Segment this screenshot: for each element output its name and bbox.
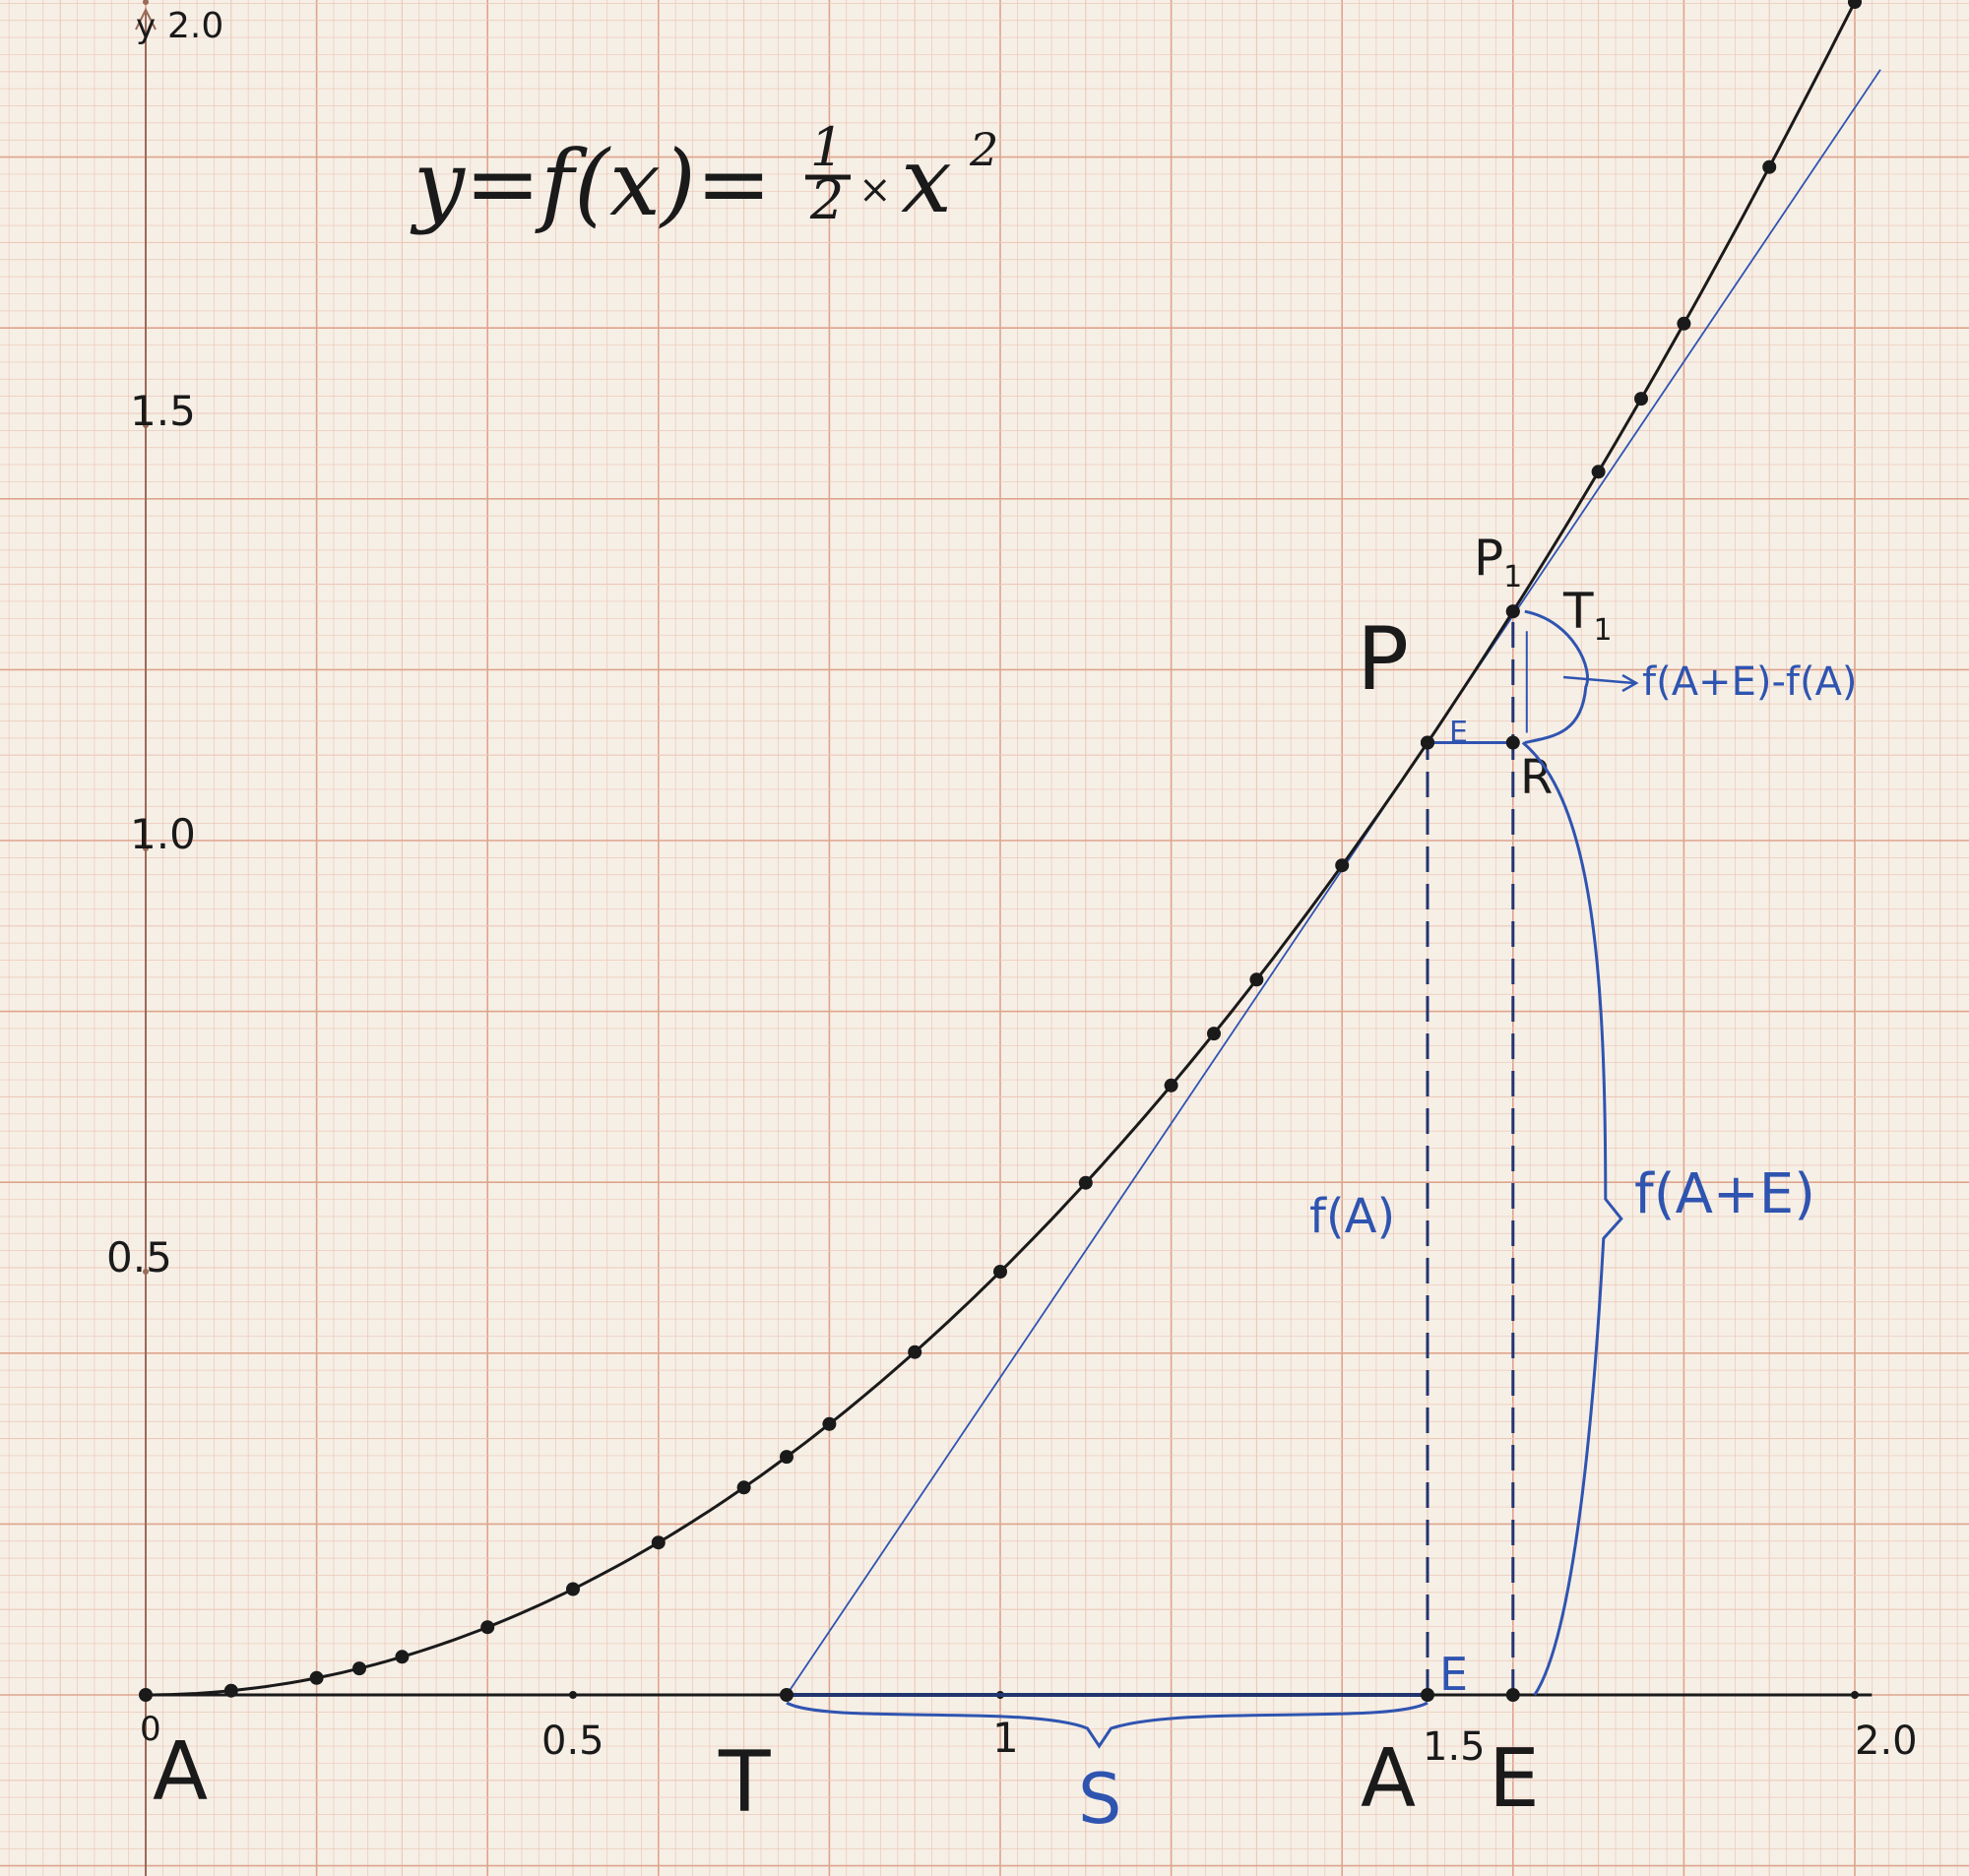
y-tick-mark: [143, 0, 149, 5]
label-fAE: f(A+E): [1634, 1162, 1815, 1226]
x-tick-label-0.5: 0.5: [541, 1719, 604, 1764]
curve-point: [395, 1650, 410, 1664]
x-tick-mark: [1851, 1691, 1859, 1699]
curve-points: [139, 0, 1862, 1702]
label-E-small: E: [1449, 716, 1468, 750]
point-label-T: T: [718, 1733, 771, 1832]
curve-point: [480, 1620, 495, 1635]
curve-point: [908, 1344, 922, 1359]
point-T: [780, 1688, 794, 1702]
y-tick-mark: [143, 1269, 149, 1275]
curve-point: [1677, 316, 1691, 331]
curve-point: [1762, 159, 1777, 174]
y-tick-label-0.5: 0.5: [106, 1233, 172, 1282]
curve-point: [736, 1480, 751, 1495]
point-label-P: P: [1357, 608, 1409, 710]
x-tick-label-1: 1: [992, 1714, 1019, 1762]
point-label-A-prime: A: [1361, 1732, 1416, 1826]
y-axis-label: y: [136, 7, 156, 46]
diff-arrow-line: [1562, 675, 1635, 685]
brace-fAE: [1521, 741, 1623, 1696]
curve-point: [822, 1416, 837, 1431]
equation-fraction-denominator: 2: [809, 169, 844, 231]
point-label-P1: P1: [1474, 530, 1522, 594]
curve-point: [223, 1683, 238, 1698]
curve-point: [993, 1265, 1007, 1279]
y-tick-mark: [143, 845, 149, 851]
curve-point: [1078, 1175, 1093, 1190]
curve-point: [780, 1450, 794, 1465]
x-tick-mark: [569, 1691, 577, 1699]
equation-variable: x: [901, 128, 952, 233]
curve-point: [1848, 0, 1862, 9]
point-P1: [1505, 604, 1520, 619]
point-A-prime: [1421, 1688, 1434, 1702]
equation-lhs: y=f(x)=: [410, 131, 772, 236]
point-R: [1505, 735, 1520, 750]
equation-times: ×: [858, 167, 892, 213]
axes: [135, 0, 1873, 1876]
curve-point: [651, 1535, 666, 1550]
curve-point: [566, 1582, 580, 1596]
point-E: [1505, 1688, 1520, 1702]
y-tick-label-1.0: 1.0: [130, 810, 196, 858]
diff-arrow-head: [1621, 673, 1639, 693]
equation-exponent: 2: [969, 123, 998, 176]
point-A: [139, 1688, 153, 1702]
point-label-E-axis: E: [1489, 1732, 1540, 1826]
tick-labels: 0 0.5 1 1.5 2.0 0.5 1.0 1.5 2.0: [106, 6, 1918, 1770]
y-axis-arrow: [135, 7, 157, 31]
curve-point: [1164, 1078, 1178, 1093]
x-tick-label-2.0: 2.0: [1855, 1719, 1918, 1764]
equation-fraction-numerator: 1: [810, 116, 844, 178]
curve-point: [1207, 1027, 1221, 1041]
brace-S: [786, 1701, 1429, 1749]
curve-point: [1634, 392, 1648, 406]
curve-point: [1591, 465, 1606, 479]
tangent-line: [786, 69, 1881, 1696]
point-label-R: R: [1520, 750, 1553, 805]
label-E-bottom: E: [1439, 1648, 1468, 1701]
label-diff: f(A+E)-f(A): [1642, 659, 1858, 705]
y-tick-label-1.5: 1.5: [130, 387, 196, 435]
x-tick-label-1.5: 1.5: [1423, 1724, 1486, 1770]
point-label-A: A: [153, 1725, 208, 1819]
curve-point: [1249, 972, 1264, 987]
brace-diff: [1524, 609, 1589, 744]
label-fA: f(A): [1309, 1189, 1395, 1244]
label-S: S: [1078, 1759, 1121, 1840]
point-label-T1: T1: [1562, 583, 1613, 648]
point-P: [1421, 735, 1434, 750]
y-tick-mark: [143, 422, 149, 428]
y-tick-label-2.0: 2.0: [167, 6, 223, 46]
curve-point: [352, 1661, 366, 1676]
construction-guides: [786, 69, 1881, 1697]
curve-point: [309, 1670, 324, 1685]
blue-annotations: S E E f(A) f(A+E) f(A+E)-f(A): [786, 609, 1858, 1840]
x-tick-label-0: 0: [140, 1710, 161, 1749]
curve-point: [1335, 858, 1350, 873]
